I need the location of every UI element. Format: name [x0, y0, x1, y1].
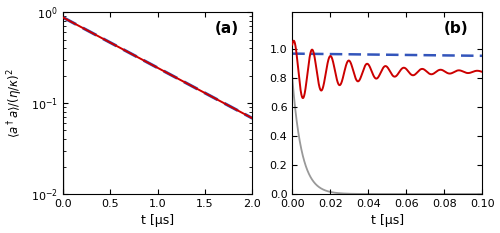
Text: (b): (b): [444, 21, 469, 36]
Text: (a): (a): [214, 21, 238, 36]
X-axis label: t [μs]: t [μs]: [141, 214, 174, 227]
Y-axis label: $\langle a^\dagger a\rangle/(\eta/\kappa)^2$: $\langle a^\dagger a\rangle/(\eta/\kappa…: [6, 68, 25, 138]
X-axis label: t [μs]: t [μs]: [370, 214, 404, 227]
